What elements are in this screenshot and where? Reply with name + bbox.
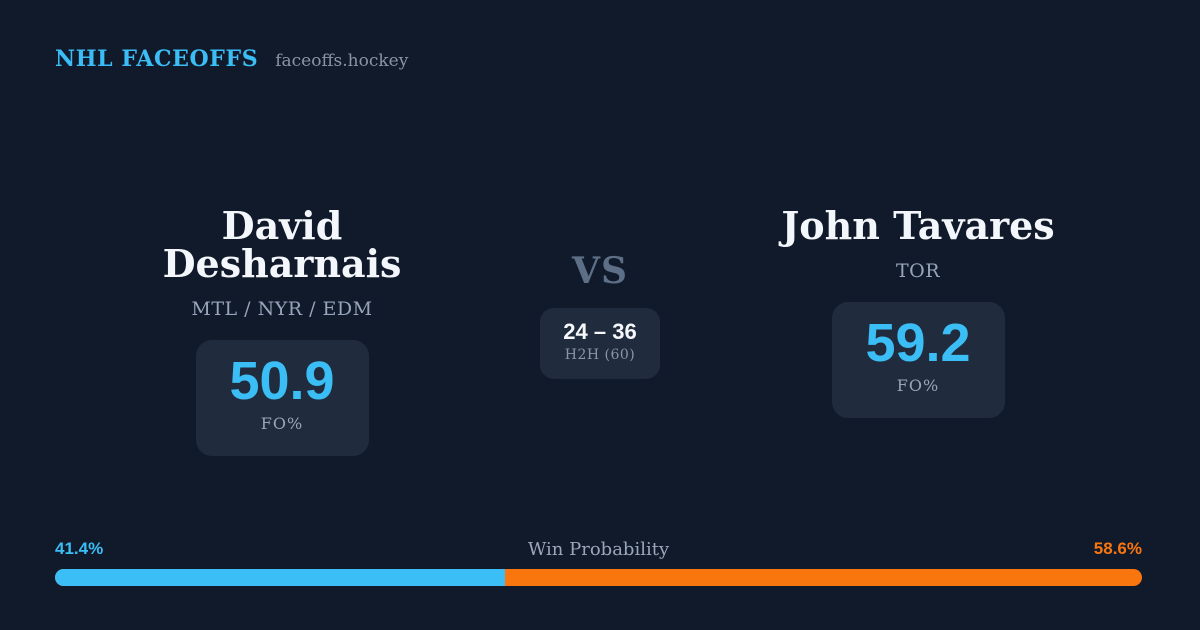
win-probability-labels: 41.4% Win Probability 58.6% [55, 539, 1142, 560]
header: NHL FACEOFFS faceoffs.hockey [55, 46, 408, 72]
player-left-fo-label: FO% [260, 413, 304, 433]
win-probability-title: Win Probability [527, 539, 670, 560]
player-right-fo-label: FO% [896, 375, 940, 395]
player-right-column: John Tavares TOR 59.2 FO% [733, 207, 1103, 418]
vs-label: VS [572, 250, 628, 292]
win-probability-bar [55, 569, 1142, 586]
brand-title: NHL FACEOFFS [55, 46, 259, 72]
player-right-name: John Tavares [781, 203, 1055, 248]
site-url: faceoffs.hockey [275, 51, 409, 71]
win-probability-section: 41.4% Win Probability 58.6% [55, 539, 1142, 586]
player-left-name: David Desharnais [162, 203, 402, 286]
win-probability-right-pct: 58.6% [1093, 539, 1142, 558]
player-left-column: David Desharnais MTL / NYR / EDM 50.9 FO… [97, 207, 467, 456]
player-left-fo-card: 50.9 FO% [195, 340, 369, 456]
player-right-fo-card: 59.2 FO% [831, 302, 1005, 418]
player-right-teams: TOR [895, 260, 941, 282]
h2h-card: 24 – 36 H2H (60) [540, 308, 660, 379]
h2h-score: 24 – 36 [563, 319, 637, 344]
player-left-fo-value: 50.9 [229, 351, 335, 411]
win-probability-left-pct: 41.4% [55, 539, 104, 558]
h2h-label: H2H (60) [564, 347, 636, 363]
versus-column: VS 24 – 36 H2H (60) [490, 253, 710, 379]
player-left-teams: MTL / NYR / EDM [191, 298, 373, 320]
win-bar-left-segment [55, 569, 506, 586]
player-right-fo-value: 59.2 [865, 313, 971, 373]
